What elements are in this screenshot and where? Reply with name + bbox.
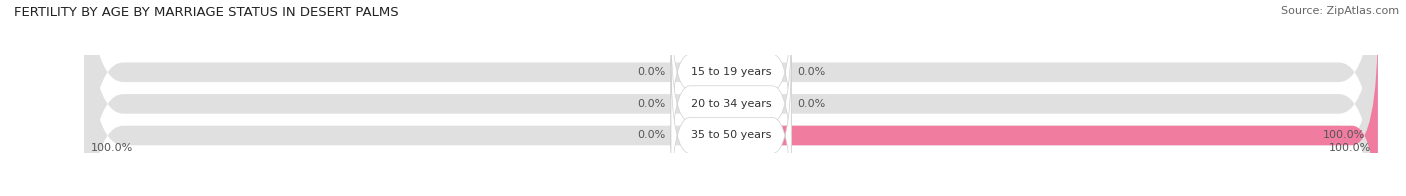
FancyBboxPatch shape (728, 0, 756, 196)
Text: 0.0%: 0.0% (637, 99, 665, 109)
Text: 35 to 50 years: 35 to 50 years (690, 131, 772, 141)
Text: 0.0%: 0.0% (797, 67, 825, 77)
FancyBboxPatch shape (671, 0, 792, 149)
FancyBboxPatch shape (706, 0, 734, 196)
Text: 20 to 34 years: 20 to 34 years (690, 99, 772, 109)
Text: FERTILITY BY AGE BY MARRIAGE STATUS IN DESERT PALMS: FERTILITY BY AGE BY MARRIAGE STATUS IN D… (14, 6, 399, 19)
FancyBboxPatch shape (84, 0, 1378, 196)
Text: 0.0%: 0.0% (637, 67, 665, 77)
FancyBboxPatch shape (728, 0, 756, 189)
Text: 100.0%: 100.0% (1329, 143, 1371, 153)
FancyBboxPatch shape (671, 27, 792, 181)
Text: 100.0%: 100.0% (1323, 131, 1365, 141)
FancyBboxPatch shape (84, 0, 1378, 196)
FancyBboxPatch shape (731, 19, 1378, 196)
FancyBboxPatch shape (706, 19, 734, 196)
Text: 100.0%: 100.0% (91, 143, 134, 153)
Text: 15 to 19 years: 15 to 19 years (690, 67, 772, 77)
FancyBboxPatch shape (706, 0, 734, 189)
FancyBboxPatch shape (84, 0, 1378, 196)
Text: Source: ZipAtlas.com: Source: ZipAtlas.com (1281, 6, 1399, 16)
Text: 0.0%: 0.0% (797, 99, 825, 109)
FancyBboxPatch shape (671, 59, 792, 196)
Text: 0.0%: 0.0% (637, 131, 665, 141)
